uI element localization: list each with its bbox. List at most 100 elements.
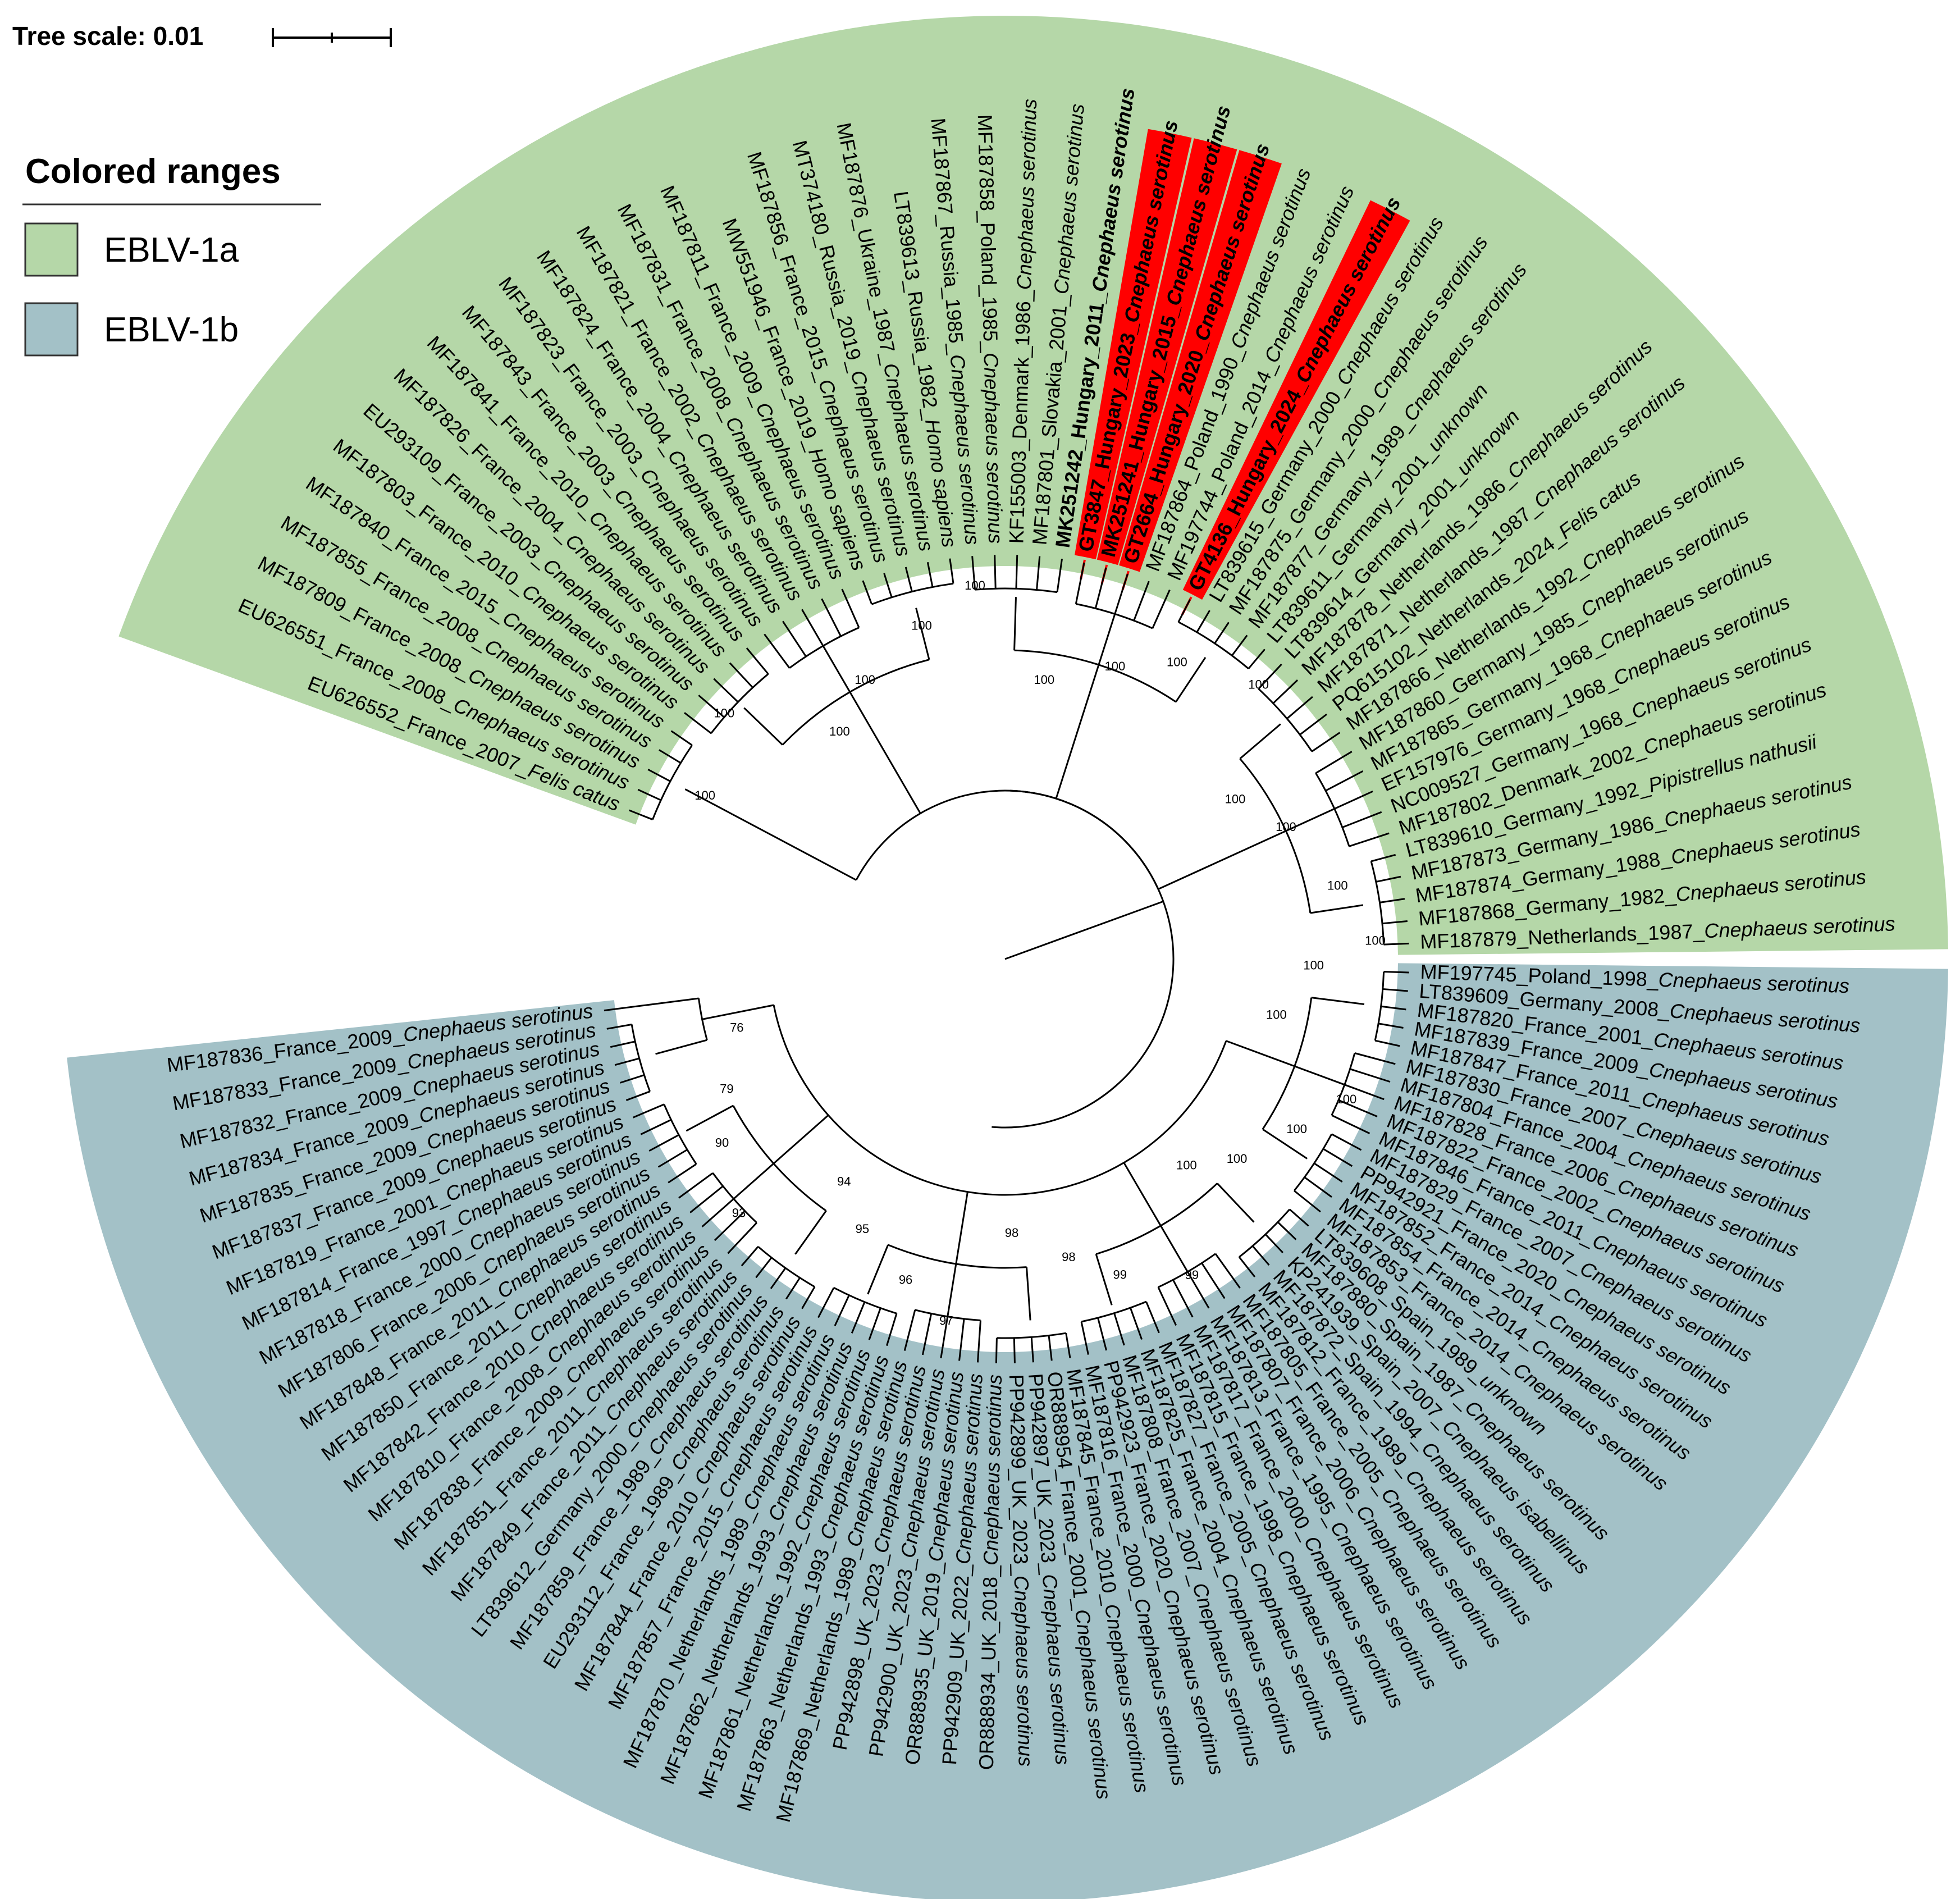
branch-arc [1370, 861, 1385, 945]
bootstrap-value: 97 [939, 1314, 953, 1328]
branch [949, 558, 954, 584]
branch [701, 1198, 734, 1227]
root-branch [1004, 900, 1164, 960]
branch [1239, 723, 1281, 760]
branch [849, 691, 921, 814]
bootstrap-value: 99 [1185, 1268, 1199, 1282]
branch [610, 1040, 636, 1048]
branch-arc [1178, 621, 1249, 669]
clade-sectors [67, 15, 1948, 1899]
branch [637, 788, 661, 801]
branch-arc [710, 673, 769, 734]
branch [604, 1004, 646, 1012]
bootstrap-value: 100 [1034, 673, 1054, 687]
branch [926, 562, 934, 587]
branch [714, 1210, 746, 1241]
branch [1285, 808, 1335, 832]
branch-arc [1239, 1208, 1291, 1258]
bootstrap-value: 100 [1227, 1152, 1248, 1166]
bootstrap-value: 100 [1248, 678, 1269, 692]
legend-label-eblv1a: EBLV-1a [104, 231, 239, 270]
branch [1214, 622, 1230, 644]
branch [698, 695, 725, 718]
branch [1349, 832, 1390, 847]
branch [1196, 610, 1210, 633]
branch [1152, 589, 1171, 629]
branch [628, 809, 653, 820]
branch-arc [1331, 1053, 1356, 1116]
branch [1055, 664, 1100, 799]
tree-branches [604, 555, 1409, 1363]
branch [1294, 1190, 1321, 1213]
branch [1344, 1084, 1385, 1101]
bootstrap-value: 100 [911, 619, 932, 633]
branch-arc [871, 582, 954, 605]
branch [1226, 1040, 1295, 1067]
bootstrap-value: 100 [1303, 958, 1324, 972]
branch [1231, 634, 1248, 656]
branch [1036, 556, 1041, 590]
tree-scale-label: Tree scale: 0.01 [12, 21, 203, 51]
branch [1214, 1253, 1241, 1289]
branch [1313, 1162, 1343, 1183]
branch [971, 556, 976, 590]
branch [886, 1313, 898, 1346]
branch [921, 1313, 933, 1355]
bootstrap-value: 95 [856, 1222, 869, 1236]
branch [867, 1244, 889, 1295]
branch [770, 1267, 787, 1289]
branch [883, 573, 893, 598]
branch [713, 678, 739, 703]
branch [1172, 1279, 1194, 1318]
highlight-band [1182, 200, 1410, 600]
branch [655, 1039, 707, 1055]
branch [1094, 567, 1107, 609]
branch [994, 555, 997, 589]
branch-arc [1293, 1134, 1333, 1192]
branch [903, 1309, 916, 1351]
branch [794, 1210, 827, 1255]
branch [1026, 1267, 1031, 1321]
branch [614, 1057, 639, 1066]
branch [1277, 1221, 1297, 1240]
branch [801, 1286, 816, 1309]
branch [678, 1172, 714, 1199]
branch [1374, 1039, 1400, 1047]
branch [1382, 988, 1408, 992]
branch [1315, 751, 1353, 774]
branch [647, 768, 671, 782]
branch [646, 997, 699, 1006]
branch [782, 620, 807, 657]
branch [995, 1337, 998, 1363]
leaf-label: PP942899_UK_2023_Cnephaeus serotinus [1005, 1374, 1038, 1766]
branch [1065, 1332, 1071, 1358]
bootstrap-value: 98 [1062, 1250, 1075, 1264]
branch [741, 1246, 759, 1267]
branch [862, 580, 873, 605]
bootstrap-labels: 100 100 100 100 100 100 100 100 100 100 100 100 100 1… [695, 578, 1386, 1327]
bootstrap-value: 100 [1104, 659, 1125, 673]
branch [1334, 790, 1373, 810]
bootstrap-value: 93 [732, 1206, 746, 1220]
branch [834, 1295, 850, 1326]
branch [1299, 713, 1327, 736]
branch [746, 647, 769, 675]
branch [689, 1185, 724, 1213]
legend: Colored ranges EBLV-1a EBLV-1b [22, 152, 321, 357]
branch [1342, 811, 1382, 828]
branch-arc [997, 1332, 1066, 1339]
bootstrap-value: 100 [1336, 1092, 1356, 1106]
bootstrap-value: 100 [1327, 879, 1348, 893]
branch-arc [1374, 971, 1385, 1041]
branch [668, 1163, 697, 1184]
legend-label-eblv1b: EBLV-1b [104, 311, 239, 349]
branch [1331, 1133, 1362, 1151]
bootstrap-value: 99 [1113, 1267, 1126, 1281]
branch [1158, 830, 1287, 890]
bootstrap-value: 96 [899, 1273, 912, 1287]
clade-sector-eblv-1b [67, 963, 1948, 1899]
branch [1113, 1313, 1125, 1346]
branch [1354, 1052, 1396, 1065]
branch [1379, 898, 1405, 903]
